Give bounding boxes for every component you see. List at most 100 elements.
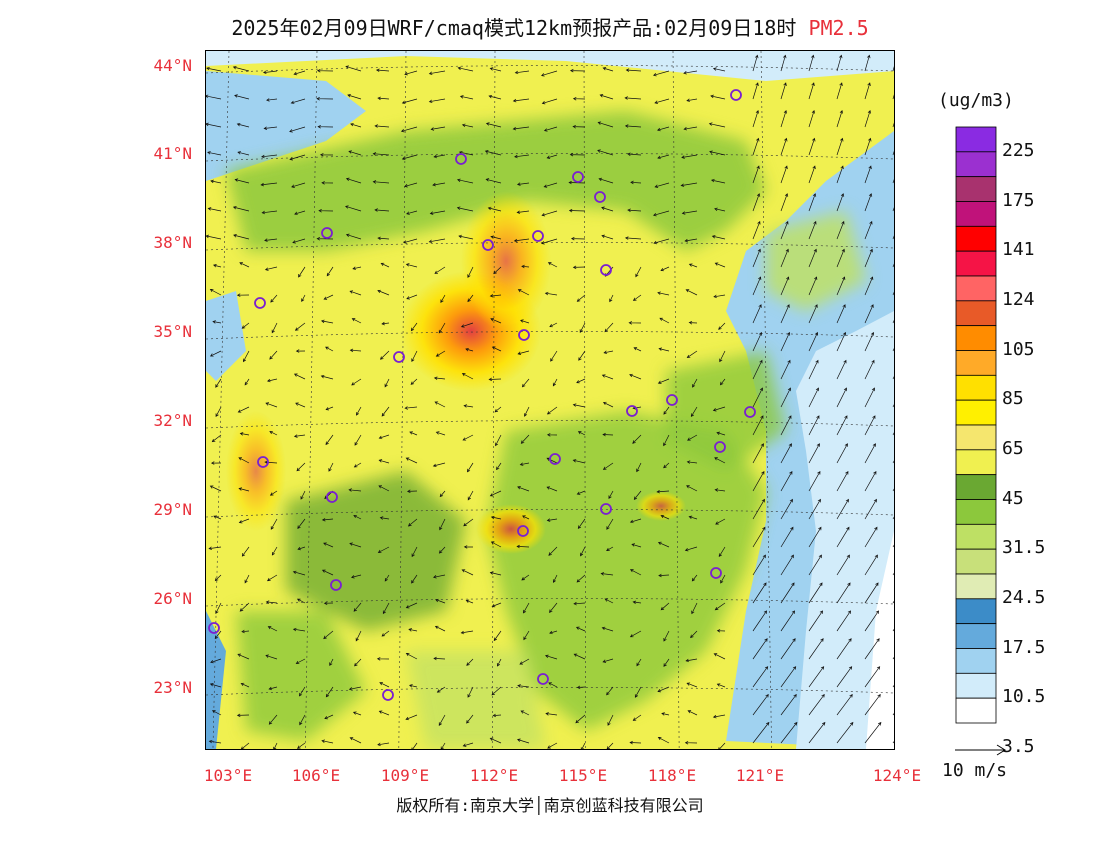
wind-arrow <box>548 546 558 556</box>
wind-arrow <box>377 236 390 240</box>
wind-arrow <box>657 686 670 693</box>
map-panel[interactable] <box>205 50 895 750</box>
wind-arrow <box>606 546 614 551</box>
longitude-line <box>305 51 318 749</box>
wind-arrow <box>691 574 698 582</box>
wind-arrow <box>348 150 362 156</box>
legend-swatch <box>955 449 997 476</box>
wind-arrow <box>324 714 334 720</box>
wind-arrow <box>719 378 726 386</box>
wind-arrow <box>836 137 844 156</box>
wind-arrow <box>345 233 362 240</box>
wind-arrow <box>323 601 334 606</box>
wind-arrow <box>545 712 558 716</box>
wind-arrow <box>576 685 586 690</box>
wind-arrow <box>461 569 474 576</box>
wind-arrow <box>752 387 763 408</box>
wind-arrow <box>352 266 362 270</box>
wind-arrow <box>410 322 418 332</box>
wind-arrow <box>377 96 390 101</box>
wind-arrow <box>293 70 306 76</box>
wind-arrow <box>576 294 586 302</box>
legend-swatch <box>955 176 997 202</box>
wind-arrow <box>541 238 558 245</box>
wind-arrow <box>808 470 821 492</box>
wind-arrow <box>512 98 530 103</box>
wind-arrow <box>716 683 726 688</box>
wind-arrow <box>692 378 698 388</box>
wind-arrow <box>488 377 502 382</box>
wind-arrow <box>236 293 250 297</box>
wind-arrow <box>440 294 446 304</box>
wind-arrow <box>892 66 894 72</box>
wind-arrow <box>752 137 760 156</box>
legend-swatch <box>955 474 997 500</box>
wind-arrow <box>239 262 250 268</box>
wind-arrow <box>411 546 418 558</box>
wind-arrow <box>271 322 278 334</box>
wind-arrow <box>631 543 642 548</box>
wind-arrow <box>349 542 362 548</box>
wind-arrow <box>516 544 530 549</box>
wind-arrow <box>836 694 853 716</box>
wind-arrow <box>300 490 306 500</box>
wind-arrow <box>372 152 390 156</box>
wind-arrow <box>295 349 306 353</box>
wind-arrow <box>266 98 278 102</box>
legend-label: 3.5 <box>1002 736 1035 757</box>
wind-arrow <box>207 207 222 212</box>
wind-arrow <box>271 546 278 556</box>
title-text: 2025年02月09日WRF/cmaq模式12km预报产品:02月09日18时 <box>231 16 797 40</box>
wind-arrow <box>210 179 222 184</box>
wind-arrow <box>808 526 822 548</box>
wind-arrow <box>406 294 418 300</box>
wind-arrow <box>514 70 530 75</box>
wind-arrow <box>403 238 418 244</box>
wind-arrow <box>490 541 502 548</box>
wind-arrow <box>521 378 530 388</box>
wind-arrow <box>663 630 670 642</box>
lat-label: 38°N <box>153 233 192 252</box>
wind-arrow <box>493 630 502 642</box>
wind-arrow <box>325 346 334 352</box>
wind-arrow <box>576 574 586 583</box>
legend-swatch <box>955 300 997 327</box>
wind-arrow <box>635 266 642 278</box>
wind-arrow <box>381 321 390 326</box>
wind-arrow <box>606 518 614 530</box>
wind-arrow <box>713 653 726 660</box>
wind-arrow <box>347 94 362 100</box>
wind-arrow <box>289 126 306 133</box>
wind-arrow <box>297 518 306 529</box>
lon-label: 109°E <box>380 766 430 785</box>
wind-arrow <box>780 109 788 128</box>
wind-arrow <box>549 602 558 613</box>
wind-arrow <box>438 714 446 726</box>
wind-arrow <box>241 322 250 329</box>
wind-arrow <box>519 658 530 665</box>
wind-arrow <box>297 742 306 749</box>
wind-arrow <box>625 68 642 72</box>
wind-arrow <box>780 220 789 240</box>
wind-arrow <box>239 432 250 436</box>
legend-swatch <box>955 623 997 649</box>
wind-arrow <box>354 434 362 446</box>
wind-arrow <box>549 322 558 328</box>
wind-arrow <box>485 122 502 128</box>
wind-arrow <box>492 713 502 718</box>
wind-arrow <box>541 98 558 105</box>
wind-arrow <box>209 485 222 492</box>
wind-arrow <box>752 498 765 520</box>
wind-arrow <box>349 737 362 744</box>
wind-arrow <box>572 403 586 408</box>
wind-arrow <box>294 210 306 216</box>
wind-arrow <box>657 737 670 744</box>
wind-arrow <box>491 346 502 352</box>
wind-arrow <box>836 582 851 604</box>
wind-arrow <box>577 431 586 436</box>
wind-arrow <box>466 658 474 666</box>
wind-arrow <box>716 431 726 436</box>
wind-arrow <box>434 266 446 274</box>
wind-arrow <box>465 599 474 604</box>
wind-arrow <box>293 434 306 438</box>
